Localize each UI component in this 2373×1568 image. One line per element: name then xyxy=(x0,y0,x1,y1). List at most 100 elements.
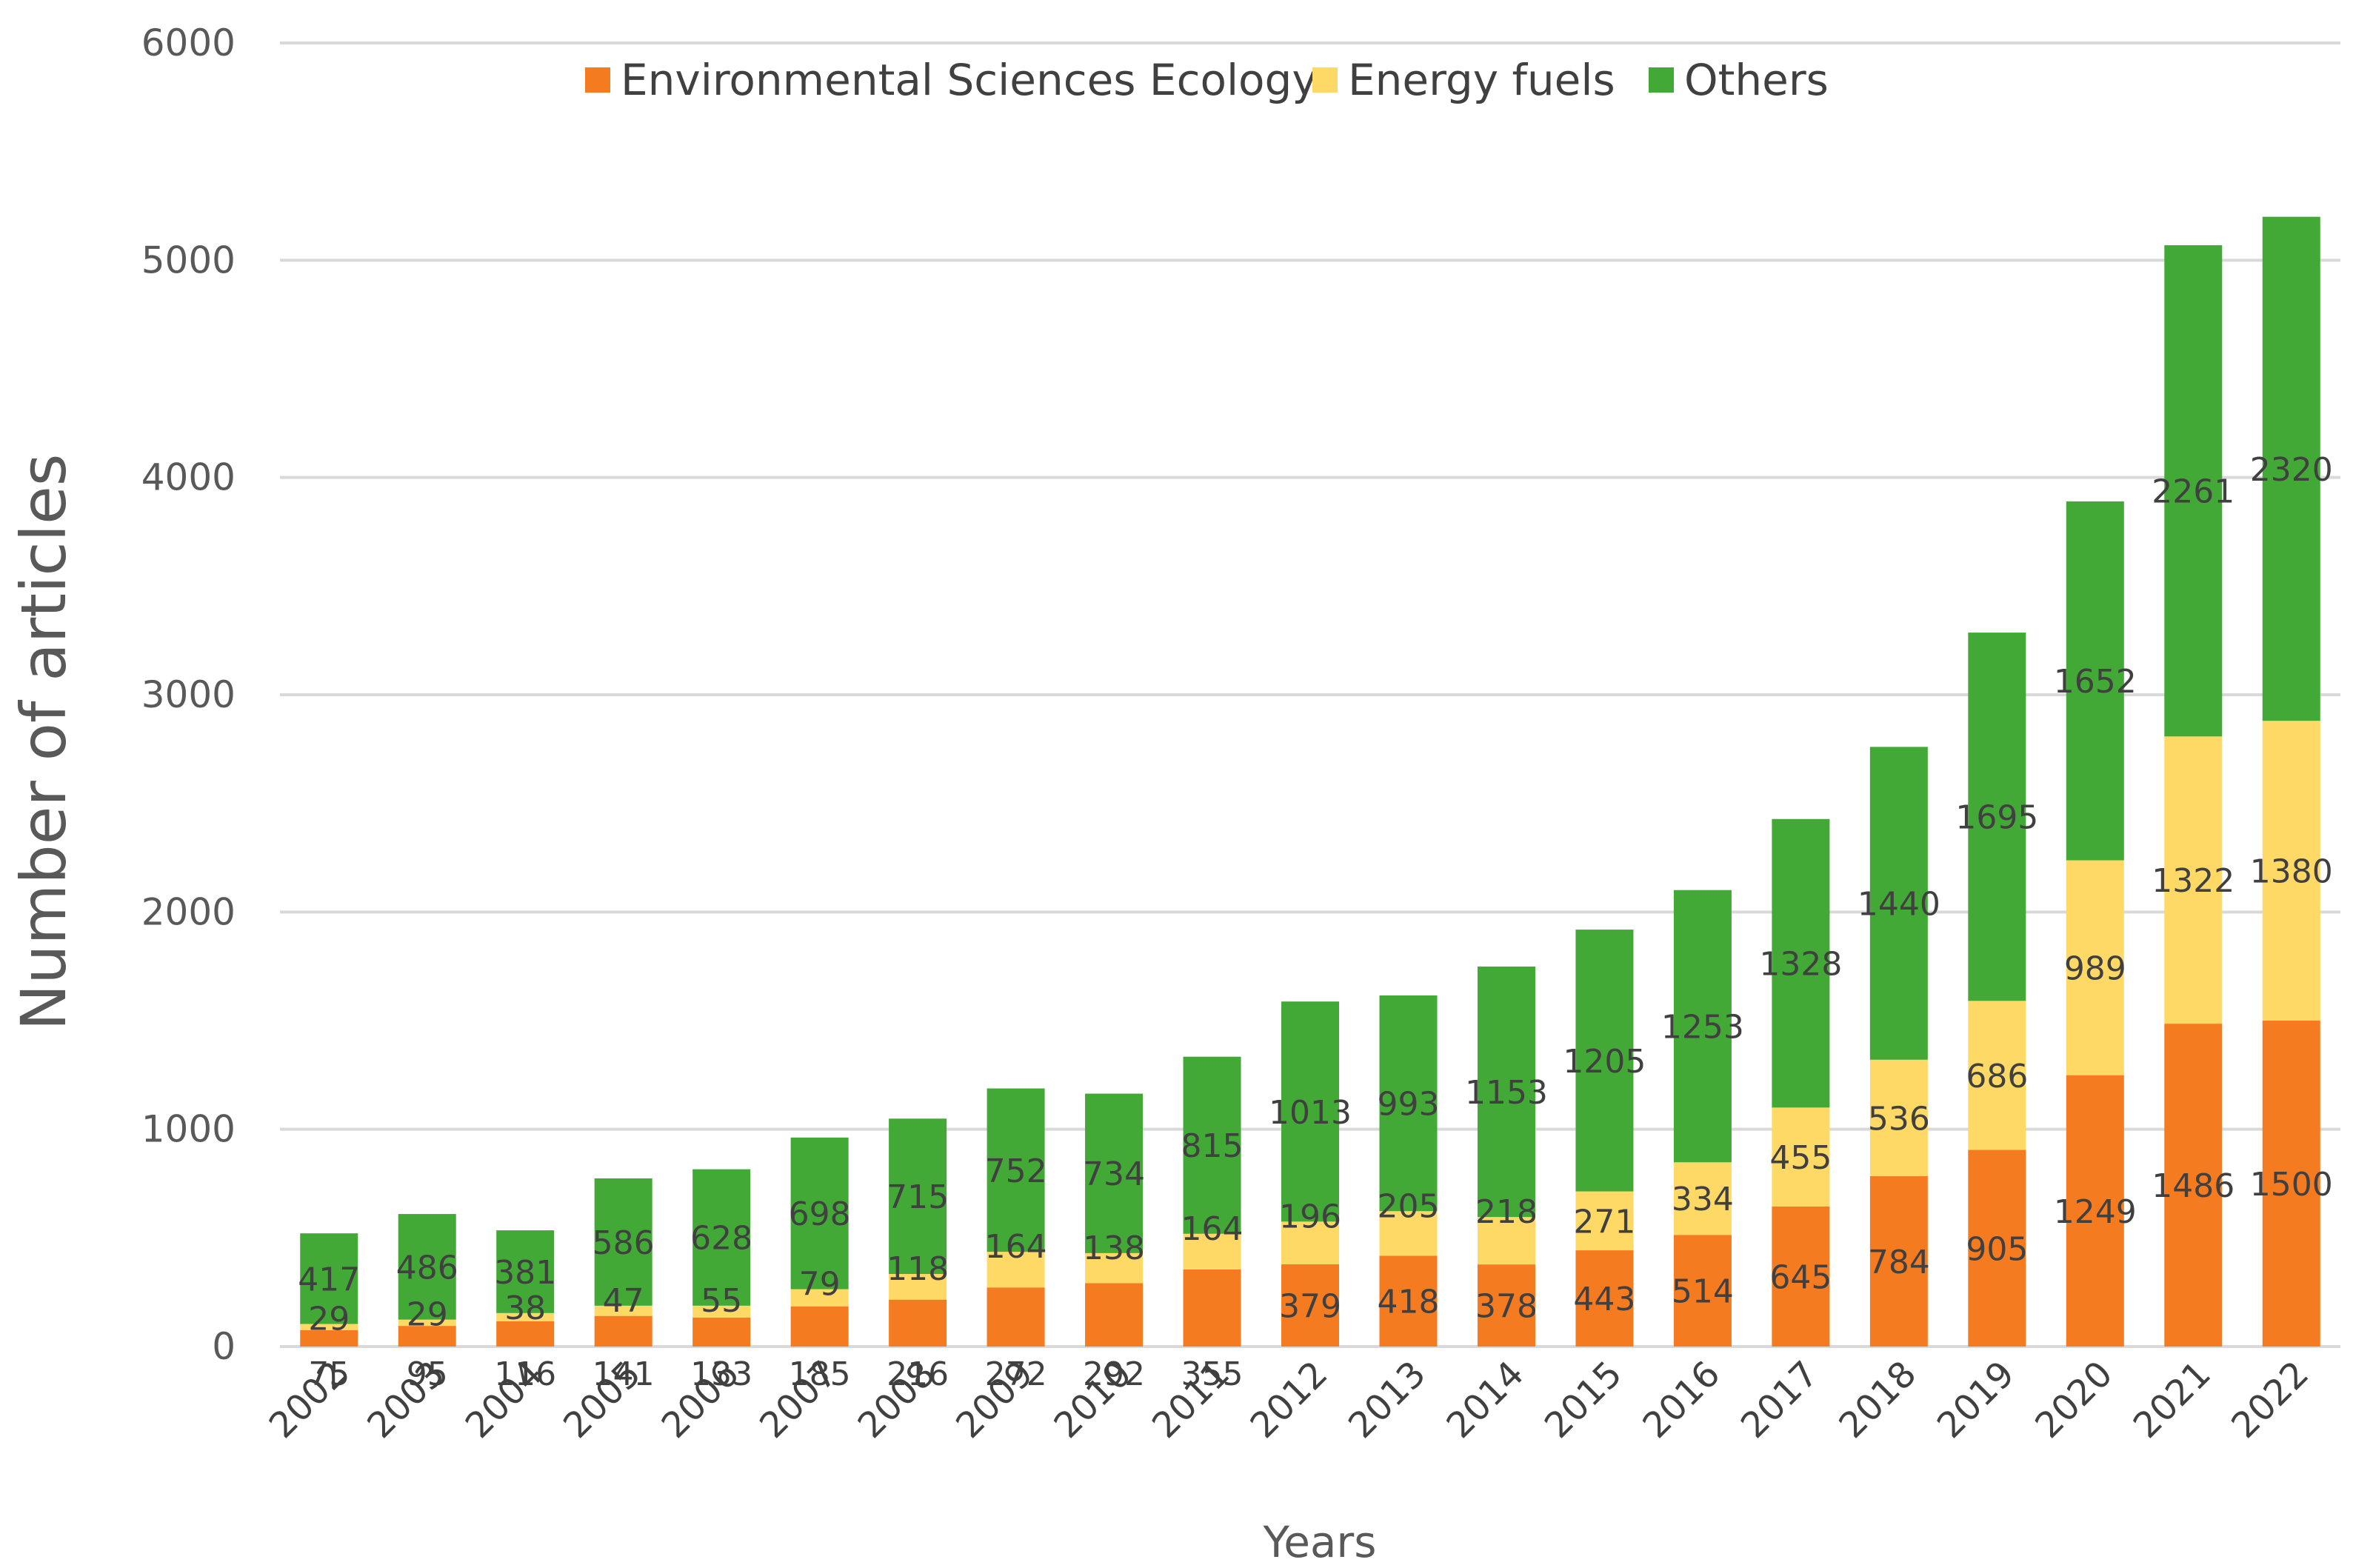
data-label: 784 xyxy=(1868,1244,1930,1281)
bar-energy-fuels-2015 xyxy=(1575,1191,1634,1251)
data-label: 185 xyxy=(789,1355,851,1393)
bar-environmental-sciences-ecology-2016 xyxy=(1673,1235,1732,1347)
bar-energy-fuels-2004 xyxy=(496,1312,555,1321)
y-tick-label: 2000 xyxy=(141,890,236,933)
bar-environmental-sciences-ecology-2020 xyxy=(2066,1075,2124,1347)
data-label: 378 xyxy=(1475,1288,1538,1326)
x-tick-label: 2016 xyxy=(1635,1353,1728,1447)
bar-others-2012 xyxy=(1281,1001,1339,1222)
data-label: 141 xyxy=(593,1355,655,1393)
x-axis-ticks: 2002 2003 2004 2005 2006 2007 2008 2009 2010 2011… xyxy=(261,1353,2317,1447)
y-axis-title: Number of articles xyxy=(7,453,80,1030)
x-tick-label: 2018 xyxy=(1831,1353,1924,1447)
bar-others-2003 xyxy=(398,1214,456,1320)
bar-energy-fuels-2007 xyxy=(790,1289,849,1307)
data-label: 272 xyxy=(985,1355,1047,1393)
y-tick-label: 4000 xyxy=(141,456,236,499)
legend-swatch-others xyxy=(1649,67,1674,93)
bar-energy-fuels-2020 xyxy=(2066,860,2124,1075)
data-label: 815 xyxy=(1181,1127,1244,1165)
x-tick-label: 2017 xyxy=(1733,1353,1826,1447)
bar-energy-fuels-2013 xyxy=(1379,1211,1438,1256)
data-label: 55 xyxy=(701,1282,742,1320)
bar-others-2018 xyxy=(1869,747,1928,1060)
data-label: 138 xyxy=(1083,1230,1145,1267)
bar-environmental-sciences-ecology-2022 xyxy=(2262,1021,2320,1347)
data-label: 1486 xyxy=(2152,1167,2235,1205)
data-label: 586 xyxy=(593,1224,655,1262)
data-label: 1652 xyxy=(2054,663,2137,701)
bar-environmental-sciences-ecology-2004 xyxy=(496,1321,555,1347)
bar-environmental-sciences-ecology-2005 xyxy=(594,1315,653,1347)
bar-energy-fuels-2021 xyxy=(2164,736,2223,1024)
data-label: 645 xyxy=(1769,1258,1832,1296)
data-label: 216 xyxy=(887,1355,949,1393)
bar-energy-fuels-2017 xyxy=(1772,1107,1830,1207)
bar-others-2015 xyxy=(1575,930,1634,1192)
data-label: 993 xyxy=(1377,1086,1439,1124)
data-label: 1249 xyxy=(2054,1193,2137,1231)
data-label: 116 xyxy=(494,1355,556,1393)
data-label: 1153 xyxy=(1465,1074,1548,1112)
bar-energy-fuels-2002 xyxy=(300,1324,358,1330)
data-label: 292 xyxy=(1083,1355,1145,1393)
bar-others-2008 xyxy=(889,1118,947,1275)
bars xyxy=(300,216,2320,1347)
x-tick-label: 2021 xyxy=(2126,1353,2219,1447)
data-label: 1500 xyxy=(2250,1166,2333,1204)
bar-environmental-sciences-ecology-2021 xyxy=(2164,1024,2223,1347)
data-label: 1328 xyxy=(1759,946,1842,984)
data-label: 715 xyxy=(887,1178,949,1216)
data-label: 47 xyxy=(603,1282,644,1320)
x-tick-label: 2019 xyxy=(1929,1353,2023,1447)
data-label: 1253 xyxy=(1661,1008,1744,1046)
bar-energy-fuels-2006 xyxy=(692,1305,751,1318)
data-label: 2261 xyxy=(2152,473,2235,511)
bar-energy-fuels-2012 xyxy=(1281,1221,1339,1264)
x-tick-label: 2020 xyxy=(2027,1353,2120,1447)
bar-environmental-sciences-ecology-2003 xyxy=(398,1326,456,1347)
legend-swatch-environmental-sciences-ecology xyxy=(585,67,610,93)
bar-environmental-sciences-ecology-2011 xyxy=(1183,1269,1241,1347)
bar-environmental-sciences-ecology-2010 xyxy=(1085,1283,1144,1347)
y-axis-ticks: 0 1000 2000 3000 4000 5000 6000 xyxy=(141,21,236,1368)
bar-environmental-sciences-ecology-2017 xyxy=(1772,1206,1830,1347)
bar-energy-fuels-2014 xyxy=(1477,1217,1535,1265)
x-tick-label: 2022 xyxy=(2223,1353,2317,1447)
x-tick-label: 2013 xyxy=(1341,1353,1434,1447)
data-label: 379 xyxy=(1279,1287,1341,1325)
data-label: 455 xyxy=(1769,1139,1832,1177)
data-label: 443 xyxy=(1573,1281,1635,1318)
data-label: 133 xyxy=(690,1355,752,1393)
bar-others-2022 xyxy=(2262,216,2320,721)
bar-energy-fuels-2005 xyxy=(594,1305,653,1316)
data-label: 1013 xyxy=(1269,1094,1352,1132)
bar-environmental-sciences-ecology-2018 xyxy=(1869,1176,1928,1347)
y-tick-label: 3000 xyxy=(141,673,236,716)
bar-others-2004 xyxy=(496,1230,555,1313)
bar-others-2016 xyxy=(1673,890,1732,1163)
bar-others-2002 xyxy=(300,1233,358,1324)
data-label: 514 xyxy=(1672,1273,1734,1311)
x-tick-label: 2015 xyxy=(1537,1353,1630,1447)
data-label: 381 xyxy=(494,1254,556,1292)
data-label: 271 xyxy=(1573,1203,1635,1241)
bar-others-2010 xyxy=(1085,1093,1144,1253)
bar-energy-fuels-2022 xyxy=(2262,721,2320,1021)
data-label: 29 xyxy=(308,1300,350,1338)
bar-others-2017 xyxy=(1772,818,1830,1108)
bar-environmental-sciences-ecology-2015 xyxy=(1575,1250,1634,1347)
bar-energy-fuels-2003 xyxy=(398,1319,456,1327)
bar-others-2009 xyxy=(987,1088,1045,1252)
data-label: 734 xyxy=(1083,1155,1145,1193)
data-label: 29 xyxy=(407,1296,448,1334)
data-label: 486 xyxy=(396,1249,458,1287)
data-label: 1380 xyxy=(2250,853,2333,891)
data-label: 1205 xyxy=(1563,1043,1646,1081)
bar-others-2021 xyxy=(2164,245,2223,737)
y-tick-label: 1000 xyxy=(141,1108,236,1151)
bar-environmental-sciences-ecology-2009 xyxy=(987,1287,1045,1347)
data-labels: 7529417952948611638381141475861335562818… xyxy=(298,451,2333,1393)
bar-energy-fuels-2019 xyxy=(1968,1001,2026,1150)
